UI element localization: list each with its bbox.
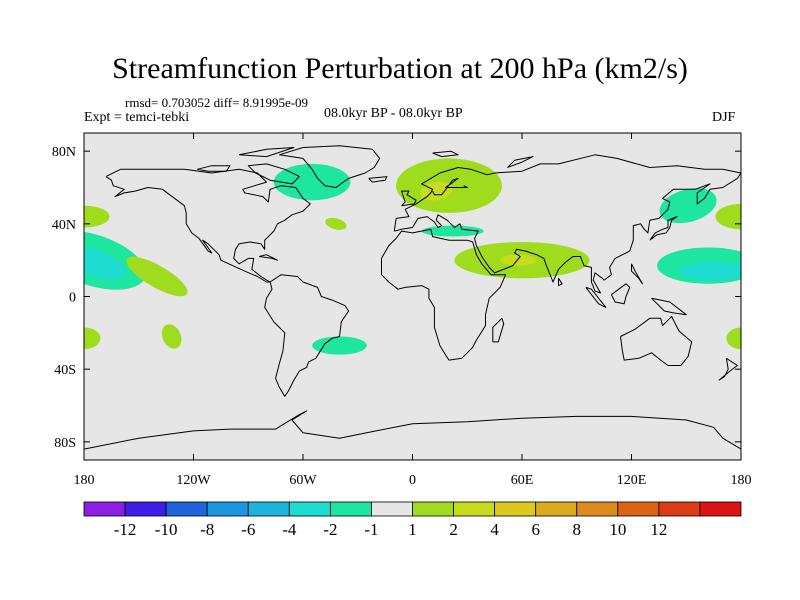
- coastline-borneo: [610, 283, 631, 305]
- colorbar-swatch: [371, 501, 413, 517]
- colorbar-label: -12: [114, 520, 137, 539]
- anomaly-east-asia-negative: [659, 188, 717, 224]
- coastline-philippines: [631, 263, 643, 285]
- coastline-japan: [649, 216, 678, 241]
- colorbar-label: -4: [282, 520, 297, 539]
- y-tick-label: 0: [69, 291, 76, 306]
- colorbar-swatch: [247, 501, 290, 517]
- x-tick-label: 60W: [289, 473, 317, 488]
- coastline-north-america: [105, 168, 311, 283]
- axis-ticks: 180 120W 60W 0 60E 120E 180 80N 40N 0 40S 80S: [52, 133, 752, 488]
- coastline-new-guinea: [651, 297, 687, 316]
- colorbar-swatch: [124, 501, 167, 517]
- anomaly-arabia-positive-core: [500, 254, 537, 266]
- coastline-canadian-arctic: [239, 147, 295, 158]
- colorbar-swatch: [535, 501, 578, 517]
- anomaly-mediterranean-negative: [421, 225, 484, 237]
- x-tick-label: 60E: [511, 473, 534, 488]
- colorbar-swatch: [288, 501, 331, 517]
- coastline-sumatra: [585, 286, 607, 308]
- x-tick-label: 120E: [617, 473, 647, 488]
- colorbar-swatch: [699, 501, 742, 517]
- y-tick-label: 80S: [54, 436, 76, 451]
- anomaly-tropical-pacific-positive: [126, 256, 188, 297]
- anomaly-north-pacific-positive-east: [715, 203, 741, 230]
- colorbar-label: -1: [364, 520, 378, 539]
- chart-title: Streamfunction Perturbation at 200 hPa (…: [112, 52, 688, 85]
- anomaly-south-pacific-positive: [161, 324, 182, 349]
- colorbar-swatch: [494, 501, 537, 517]
- y-tick-label: 40N: [52, 218, 76, 233]
- anomaly-atlantic-positive: [325, 217, 347, 230]
- colorbar-swatch: [576, 501, 619, 517]
- coastline-svalbard: [432, 150, 459, 158]
- colorbar-label: -2: [323, 520, 337, 539]
- coastline-cuba: [259, 254, 278, 261]
- coastline-new-zealand: [718, 357, 738, 381]
- y-tick-label: 80N: [52, 145, 76, 160]
- anomaly-west-pacific-negative-core: [678, 261, 741, 281]
- coastline-madagascar: [492, 317, 505, 343]
- coastline-layer: [84, 145, 741, 450]
- colorbar-swatch: [83, 501, 126, 517]
- coastline-eurasia: [393, 154, 741, 294]
- x-tick-label: 180: [731, 473, 752, 488]
- coastline-australia: [620, 316, 693, 366]
- experiment-label: Expt = temci-tebki: [84, 110, 190, 125]
- colorbar-swatch: [165, 501, 208, 517]
- anomaly-layer: [84, 158, 741, 355]
- colorbar-label: -6: [241, 520, 255, 539]
- coastline-antarctica: [84, 410, 741, 450]
- colorbar-label: 12: [650, 520, 667, 539]
- x-tick-label: 120W: [176, 473, 211, 488]
- coastline-africa: [381, 228, 507, 361]
- colorbar-swatch: [658, 501, 701, 517]
- colorbar-swatch: [617, 501, 660, 517]
- colorbar: -12 -10 -8 -6 -4 -2 -1 1 2 4 6 8 10 12: [83, 501, 742, 539]
- coastline-victoria-island: [197, 165, 231, 172]
- coastline-iceland: [368, 176, 388, 183]
- stats-label: rmsd= 0.703052 diff= 8.91995e-09: [125, 95, 309, 110]
- colorbar-swatch: [453, 501, 496, 517]
- colorbar-swatch: [206, 501, 249, 517]
- colorbar-label: 8: [573, 520, 582, 539]
- colorbar-label: 4: [490, 520, 499, 539]
- coastline-scandinavian-coast: [432, 177, 468, 196]
- colorbar-label: -8: [200, 520, 214, 539]
- season-label: DJF: [712, 110, 736, 125]
- coastline-baffin-island: [247, 163, 300, 185]
- colorbar-label: 6: [531, 520, 540, 539]
- coastline-south-america: [264, 274, 350, 397]
- anomaly-north-pacific-positive-west: [84, 205, 110, 228]
- anomaly-south-pacific-positive-east: [726, 327, 741, 350]
- colorbar-swatch: [329, 501, 372, 517]
- x-tick-label: 180: [74, 473, 95, 488]
- coastline-british-isles: [401, 190, 417, 207]
- coastline-greenland: [279, 145, 381, 188]
- anomaly-central-pacific-negative-core: [84, 245, 127, 279]
- colorbar-label: 10: [609, 520, 626, 539]
- colorbar-label: -10: [155, 520, 178, 539]
- anomaly-south-atlantic-negative: [312, 336, 367, 355]
- period-label: 08.0kyr BP - 08.0kyr BP: [324, 106, 463, 121]
- x-tick-label: 0: [409, 473, 416, 488]
- y-tick-label: 40S: [54, 363, 76, 378]
- anomaly-south-pacific-positive-west: [84, 327, 101, 350]
- colorbar-label: 1: [408, 520, 417, 539]
- colorbar-label: 2: [449, 520, 458, 539]
- colorbar-swatch: [412, 501, 454, 517]
- coastline-novaya-zemlya: [507, 156, 534, 168]
- coastline-sri-lanka: [558, 278, 563, 287]
